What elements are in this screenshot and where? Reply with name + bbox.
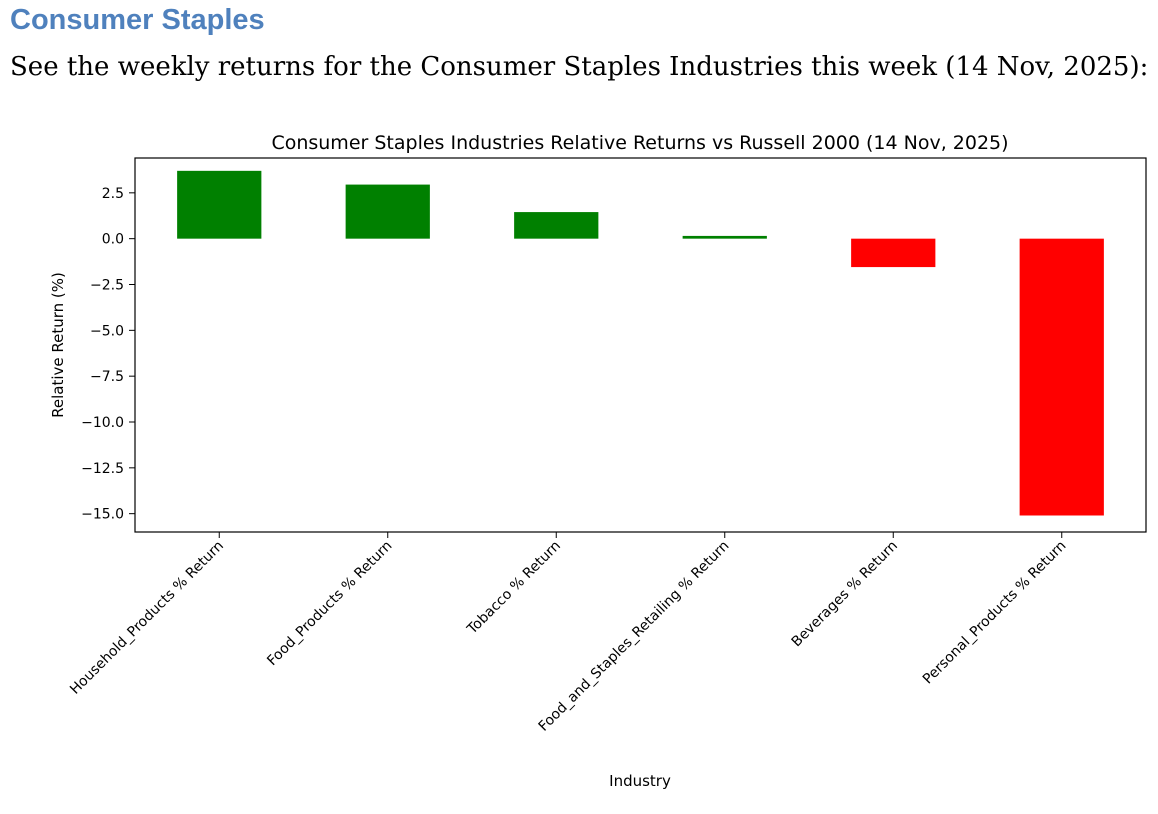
bar-0 <box>177 170 262 239</box>
y-tick-label: −2.5 <box>90 278 124 294</box>
y-axis: 2.5 0.0 −2.5 −5.0 −7.5 −10.0 −12.5 −15.0 <box>81 186 135 523</box>
x-tick-label: Food_and_Staples_Retailing % Return <box>536 538 733 735</box>
y-tick-label: −12.5 <box>81 461 124 477</box>
bar-4 <box>851 238 936 268</box>
x-axis: Household_Products % Return Food_Products… <box>67 532 1070 735</box>
bar-3 <box>682 235 767 239</box>
chart-title: Consumer Staples Industries Relative Ret… <box>271 132 1008 154</box>
x-tick-label: Tobacco % Return <box>464 538 564 638</box>
plot-frame <box>134 157 1147 533</box>
bars-layer <box>177 170 1104 516</box>
x-tick-label: Household_Products % Return <box>67 538 227 698</box>
y-tick-label: −5.0 <box>90 323 124 339</box>
y-tick-label: 0.0 <box>102 232 124 248</box>
y-tick-label: 2.5 <box>102 186 124 202</box>
bar-1 <box>345 184 430 239</box>
y-tick-label: −15.0 <box>81 507 124 523</box>
x-tick-label: Beverages % Return <box>789 538 901 650</box>
x-axis-label: Industry <box>609 772 671 790</box>
x-tick-label: Food_Products % Return <box>264 538 395 669</box>
page-heading: Consumer Staples <box>10 4 265 36</box>
bar-5 <box>1019 238 1104 516</box>
intro-text: See the weekly returns for the Consumer … <box>10 52 1149 82</box>
y-tick-label: −10.0 <box>81 415 124 431</box>
y-axis-label: Relative Return (%) <box>49 272 67 418</box>
x-tick-label: Personal_Products % Return <box>920 538 1070 688</box>
y-tick-label: −7.5 <box>90 369 124 385</box>
bar-2 <box>514 212 599 239</box>
